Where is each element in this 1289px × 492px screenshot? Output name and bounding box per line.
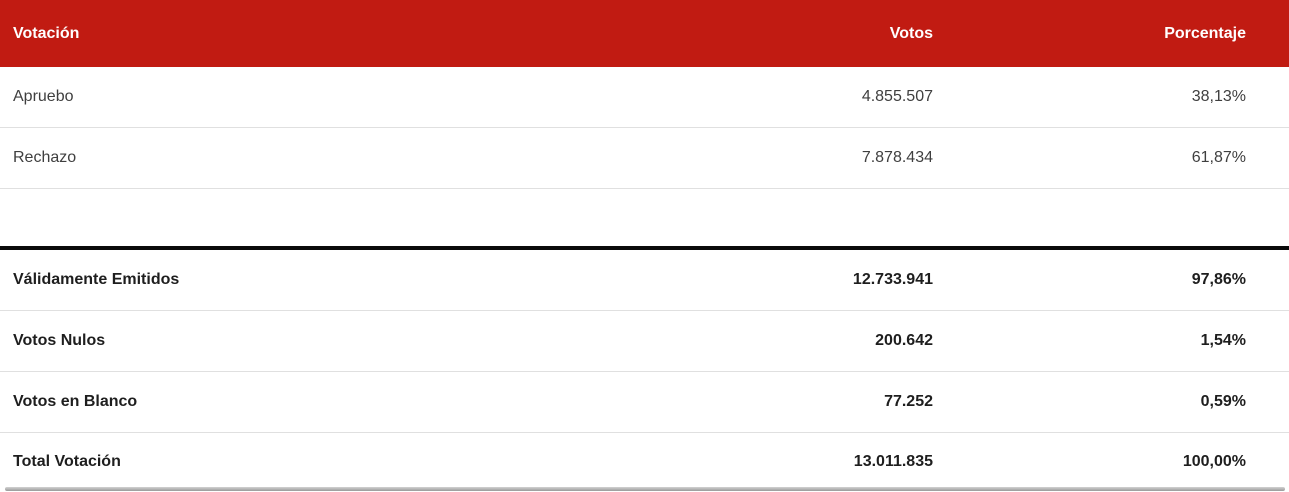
votes-value: 200.642	[633, 310, 933, 372]
row-label: Total Votación	[13, 452, 121, 470]
summary-row: Total Votación 13.011.835 100,00%	[0, 433, 1289, 491]
summary-row: Válidamente Emitidos 12.733.941 97,86%	[0, 250, 1289, 311]
summary-row: Votos Nulos 200.642 1,54%	[0, 310, 1289, 372]
votacion-table: Votación Votos Porcentaje Apruebo 4.855.5…	[0, 0, 1289, 189]
table-header-row: Votación Votos Porcentaje	[0, 0, 1289, 67]
percentage-value: 1,54%	[933, 310, 1289, 372]
votes-value: 7.878.434	[633, 127, 933, 189]
horizontal-scrollbar[interactable]	[5, 487, 1285, 491]
column-header-votos: Votos	[633, 0, 933, 67]
votes-value: 4.855.507	[633, 67, 933, 128]
row-label: Válidamente Emitidos	[0, 250, 633, 311]
percentage-value: 0,59%	[933, 371, 1289, 433]
spacer	[0, 189, 1289, 246]
percentage-value: 61,87%	[933, 127, 1289, 189]
votes-value: 13.011.835	[853, 452, 933, 470]
row-label: Votos Nulos	[0, 310, 633, 372]
votes-value: 12.733.941	[633, 250, 933, 311]
table-row: Rechazo 7.878.434 61,87%	[0, 127, 1289, 189]
column-header-porcentaje: Porcentaje	[933, 0, 1289, 67]
summary-separator-line	[0, 246, 1289, 250]
summary-row: Votos en Blanco 77.252 0,59%	[0, 371, 1289, 433]
row-label: Rechazo	[0, 127, 633, 189]
percentage-value: 100,00%	[1182, 452, 1246, 470]
percentage-value: 38,13%	[933, 67, 1289, 128]
table-row: Apruebo 4.855.507 38,13%	[0, 67, 1289, 128]
column-header-votacion: Votación	[0, 0, 633, 67]
votacion-summary-table: Válidamente Emitidos 12.733.941 97,86% Voto…	[0, 250, 1289, 490]
votes-value: 77.252	[633, 371, 933, 433]
percentage-value: 97,86%	[933, 250, 1289, 311]
row-label: Apruebo	[0, 67, 633, 128]
row-label: Votos en Blanco	[0, 371, 633, 433]
